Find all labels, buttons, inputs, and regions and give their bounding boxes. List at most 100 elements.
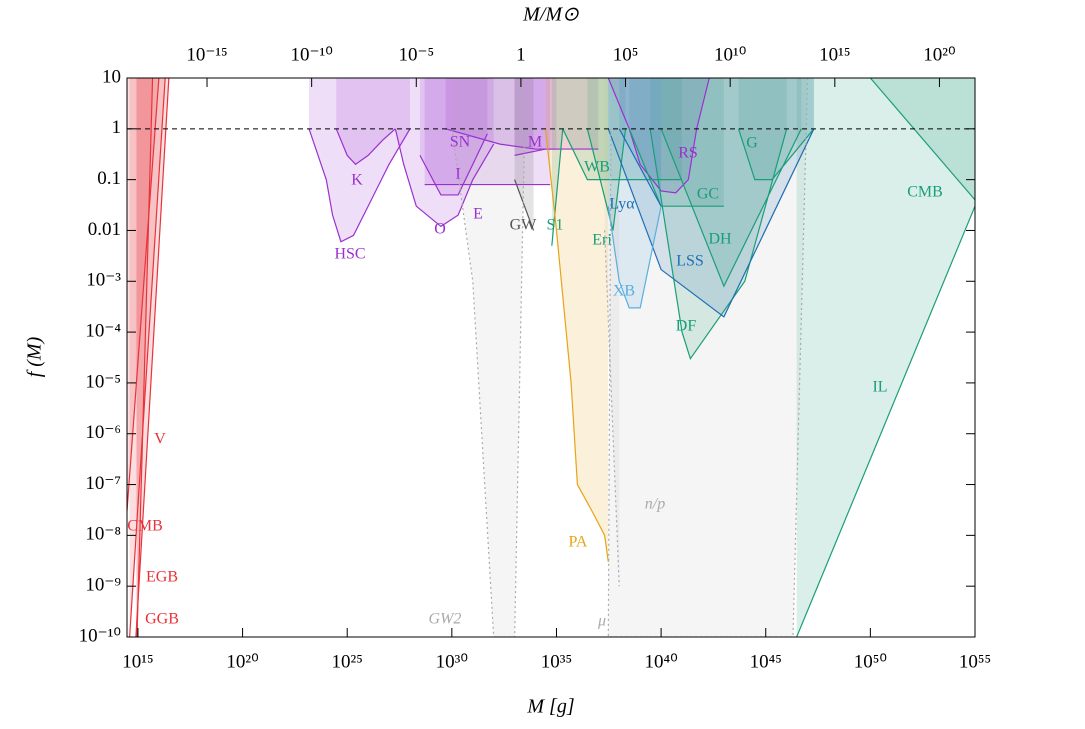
constraint-label: Lyα xyxy=(609,196,635,213)
constraint-line xyxy=(127,78,160,512)
constraint-label: M xyxy=(528,134,542,151)
x-tick-label: 10³⁰ xyxy=(436,651,468,672)
constraint-label: O xyxy=(434,221,446,238)
plot-frame xyxy=(126,77,976,638)
y-tick-label: 10⁻¹⁰ xyxy=(79,625,121,646)
x2-tick-label: 10¹⁰ xyxy=(714,44,746,65)
constraint-label: RS xyxy=(678,145,698,162)
x2-tick-label: 10⁻⁵ xyxy=(398,44,434,65)
x2-tick-label: 10¹⁵ xyxy=(819,44,850,65)
constraint-label: LSS xyxy=(676,253,704,270)
x2-tick-label: 1 xyxy=(516,44,526,65)
constraint-region xyxy=(514,78,599,156)
constraint-label: GGB xyxy=(145,611,179,628)
constraint-label: PA xyxy=(569,534,588,551)
constraint-label: GC xyxy=(697,186,719,203)
constraint-line xyxy=(649,128,788,361)
constraint-label: WB xyxy=(584,159,610,176)
x2-axis-label: M/M⊙ xyxy=(522,4,579,26)
y-tick-label: 10⁻⁴ xyxy=(85,320,121,341)
x2-tick-label: 10⁻¹⁵ xyxy=(186,44,227,65)
constraint-line xyxy=(660,128,802,288)
constraint-region xyxy=(629,78,724,207)
x-tick-label: 10⁴⁰ xyxy=(644,651,677,672)
constraint-region xyxy=(587,78,626,231)
constraint-label: DF xyxy=(676,318,697,335)
x2-tick-label: 10⁻¹⁰ xyxy=(290,44,332,65)
constraint-label: I xyxy=(455,166,460,183)
y-tick-label: 10⁻⁷ xyxy=(85,473,121,494)
y-tick-label: 0.1 xyxy=(97,168,121,189)
x-tick-label: 10²⁵ xyxy=(332,651,363,672)
constraint-region xyxy=(451,78,525,637)
constraint-label: G xyxy=(746,135,758,152)
constraint-region xyxy=(445,78,557,150)
constraint-label: K xyxy=(351,172,363,189)
constraint-label: E xyxy=(473,206,483,223)
constraint-label: n/p xyxy=(645,496,665,513)
constraint-region xyxy=(395,78,494,227)
constraint-label: SN xyxy=(450,134,471,151)
constraint-line xyxy=(514,179,535,231)
x2-tick-label: 10⁵ xyxy=(613,44,639,65)
constraint-line xyxy=(419,133,488,196)
constraint-line xyxy=(737,128,815,181)
constraint-region xyxy=(545,78,609,562)
x-tick-label: 10⁴⁵ xyxy=(750,651,782,672)
plot-area xyxy=(127,78,975,637)
constraint-region xyxy=(336,78,396,165)
constraint-label: GW xyxy=(510,217,538,234)
constraint-region xyxy=(608,78,662,308)
constraint-region xyxy=(619,78,662,207)
y-tick-label: 1 xyxy=(112,117,122,138)
x-tick-label: 10⁵⁵ xyxy=(959,651,991,672)
constraint-region xyxy=(551,78,563,246)
constraint-region xyxy=(419,78,488,195)
constraint-line xyxy=(551,128,564,246)
y-tick-label: 10⁻⁸ xyxy=(85,524,121,545)
constraint-line xyxy=(451,128,526,637)
y-tick-label: 10⁻³ xyxy=(86,270,121,291)
constraint-line xyxy=(308,128,411,243)
x-tick-label: 10⁵⁰ xyxy=(854,651,887,672)
x-tick-label: 10²⁰ xyxy=(226,651,258,672)
constraint-label: DH xyxy=(708,231,732,248)
constraint-label: EGB xyxy=(146,569,178,586)
constraint-label: CMB xyxy=(127,518,163,535)
constraint-line xyxy=(618,128,662,207)
constraint-label: μ xyxy=(597,613,606,630)
constraint-line xyxy=(544,128,609,563)
constraint-line xyxy=(796,205,975,637)
constraint-label: IL xyxy=(872,379,887,396)
x-tick-label: 10¹⁵ xyxy=(122,651,153,672)
constraint-line xyxy=(604,230,620,587)
constraint-line xyxy=(394,128,495,228)
constraint-label: CMB xyxy=(907,184,943,201)
constraint-line xyxy=(514,148,599,156)
x-axis-label: M [g] xyxy=(526,696,574,718)
x-tick-label: 10³⁵ xyxy=(541,651,572,672)
y-axis-label: f (M) xyxy=(24,336,46,377)
y-tick-label: 0.01 xyxy=(88,219,121,240)
constraint-region xyxy=(796,78,975,637)
x2-tick-label: 10²⁰ xyxy=(923,44,955,65)
constraint-line xyxy=(136,78,154,637)
constraint-line xyxy=(607,206,662,309)
y-tick-label: 10 xyxy=(102,66,121,87)
constraint-label: XB xyxy=(613,283,635,300)
y-tick-label: 10⁻⁹ xyxy=(85,575,121,596)
constraint-line xyxy=(869,78,975,201)
constraint-label: Eri xyxy=(592,232,612,249)
constraint-label: S1 xyxy=(547,217,564,234)
y-tick-label: 10⁻⁶ xyxy=(85,422,121,443)
constraint-line xyxy=(335,128,396,166)
constraint-line xyxy=(135,78,170,637)
constraint-region xyxy=(608,78,710,193)
constraint-label: GW2 xyxy=(429,611,462,628)
constraint-label: V xyxy=(154,431,166,448)
constraint-line xyxy=(607,128,815,318)
constraint-label: HSC xyxy=(334,246,365,263)
constraint-region xyxy=(608,78,814,317)
line-layer xyxy=(127,78,975,637)
